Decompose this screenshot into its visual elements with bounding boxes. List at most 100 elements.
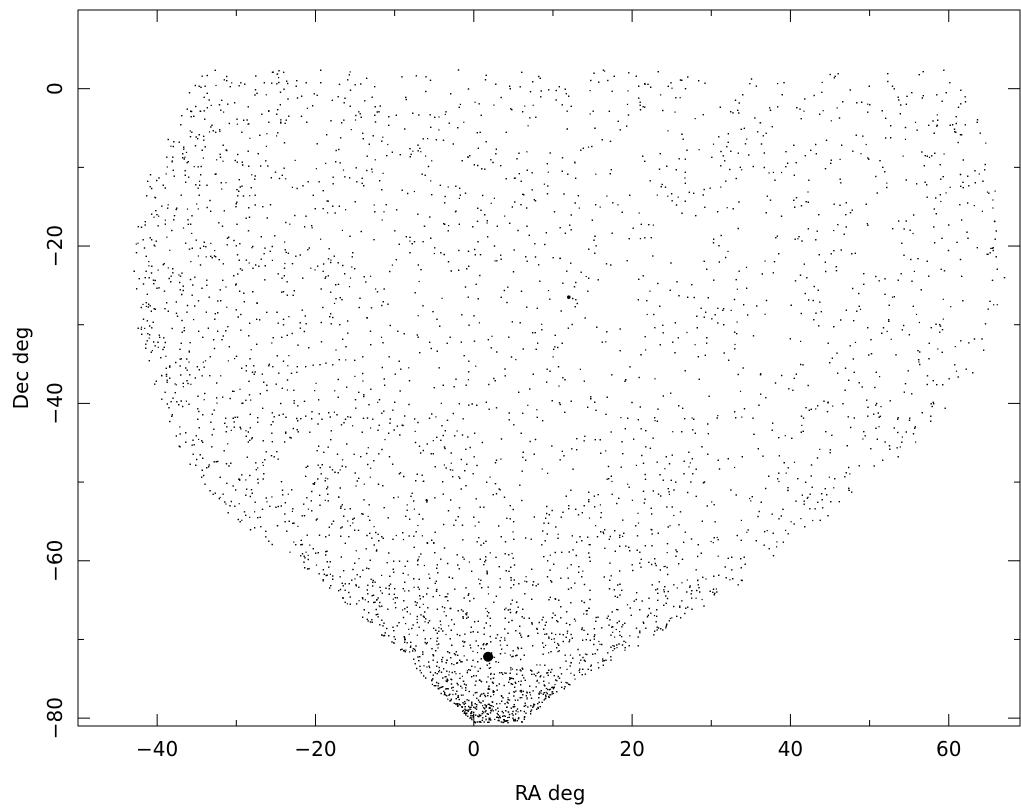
data-point bbox=[135, 243, 137, 245]
data-point bbox=[379, 606, 381, 608]
data-point bbox=[182, 386, 184, 388]
data-point bbox=[548, 694, 550, 696]
data-point bbox=[499, 578, 501, 580]
data-point bbox=[475, 365, 477, 367]
data-point bbox=[500, 636, 502, 639]
data-point bbox=[355, 550, 357, 552]
data-point bbox=[231, 82, 233, 84]
data-point bbox=[433, 252, 435, 255]
data-point bbox=[210, 242, 212, 244]
data-point bbox=[777, 83, 779, 85]
data-point bbox=[189, 130, 191, 132]
data-point bbox=[351, 266, 353, 268]
data-point bbox=[491, 708, 493, 710]
data-point bbox=[684, 177, 686, 179]
data-point bbox=[413, 190, 415, 193]
data-point bbox=[504, 215, 506, 217]
data-point bbox=[216, 159, 218, 161]
data-point bbox=[654, 420, 656, 422]
data-point bbox=[749, 497, 751, 500]
data-point bbox=[380, 336, 383, 338]
data-point bbox=[448, 674, 450, 676]
data-point bbox=[226, 306, 228, 308]
data-point bbox=[734, 466, 736, 469]
data-point bbox=[511, 668, 514, 670]
data-point bbox=[148, 265, 150, 267]
data-point bbox=[382, 172, 384, 174]
data-point bbox=[943, 153, 945, 155]
data-point bbox=[695, 597, 697, 599]
data-point bbox=[438, 129, 440, 131]
data-point bbox=[497, 710, 499, 712]
data-point bbox=[579, 368, 581, 370]
data-point bbox=[886, 330, 888, 332]
data-point bbox=[667, 130, 669, 132]
data-point bbox=[992, 207, 994, 209]
data-point bbox=[371, 171, 373, 173]
data-point bbox=[859, 308, 862, 310]
data-point bbox=[387, 143, 389, 146]
data-point bbox=[828, 476, 830, 478]
data-point bbox=[482, 712, 485, 714]
data-point bbox=[373, 204, 375, 206]
data-point bbox=[186, 208, 189, 210]
data-point bbox=[262, 461, 264, 464]
data-point bbox=[499, 703, 501, 705]
data-point bbox=[276, 135, 278, 137]
data-point bbox=[612, 645, 614, 647]
data-point bbox=[582, 570, 584, 572]
data-point bbox=[214, 250, 216, 252]
data-point bbox=[676, 587, 678, 589]
data-point bbox=[426, 666, 428, 668]
data-point bbox=[165, 173, 167, 175]
data-point bbox=[766, 530, 768, 532]
data-point bbox=[862, 438, 864, 440]
data-point bbox=[677, 196, 679, 198]
data-point bbox=[524, 580, 526, 582]
data-point bbox=[605, 450, 607, 452]
data-point bbox=[654, 378, 656, 380]
data-point bbox=[494, 718, 496, 720]
data-point bbox=[157, 269, 159, 271]
data-point bbox=[335, 349, 337, 351]
data-point bbox=[807, 496, 809, 498]
data-point bbox=[197, 255, 199, 257]
data-point bbox=[265, 145, 267, 147]
data-point bbox=[589, 90, 591, 92]
data-point bbox=[204, 360, 207, 362]
data-point bbox=[266, 501, 268, 503]
data-point bbox=[588, 544, 590, 546]
data-point bbox=[509, 654, 511, 656]
data-point bbox=[234, 358, 236, 360]
data-point bbox=[454, 211, 456, 213]
data-point bbox=[185, 151, 188, 153]
data-point bbox=[306, 107, 308, 109]
data-point bbox=[981, 210, 983, 212]
data-point bbox=[494, 260, 496, 262]
data-point bbox=[369, 476, 371, 478]
data-point bbox=[985, 142, 987, 144]
data-point bbox=[325, 162, 327, 164]
plot-frame bbox=[77, 9, 1021, 727]
data-point bbox=[574, 620, 577, 622]
data-point bbox=[915, 313, 918, 315]
data-point bbox=[438, 627, 440, 629]
data-point bbox=[327, 478, 329, 480]
data-point bbox=[521, 697, 523, 699]
data-point bbox=[671, 617, 673, 619]
data-point bbox=[942, 298, 944, 300]
data-point bbox=[588, 517, 591, 519]
data-point bbox=[250, 399, 252, 401]
data-point bbox=[500, 458, 502, 460]
data-point bbox=[801, 424, 803, 426]
data-point bbox=[196, 203, 198, 205]
data-point bbox=[468, 561, 470, 563]
data-point bbox=[222, 160, 224, 162]
data-point bbox=[437, 647, 439, 649]
data-point bbox=[423, 564, 425, 567]
data-point bbox=[539, 664, 541, 666]
data-point bbox=[391, 264, 393, 266]
data-point bbox=[599, 504, 601, 506]
data-point bbox=[498, 719, 500, 721]
data-point bbox=[238, 503, 240, 505]
